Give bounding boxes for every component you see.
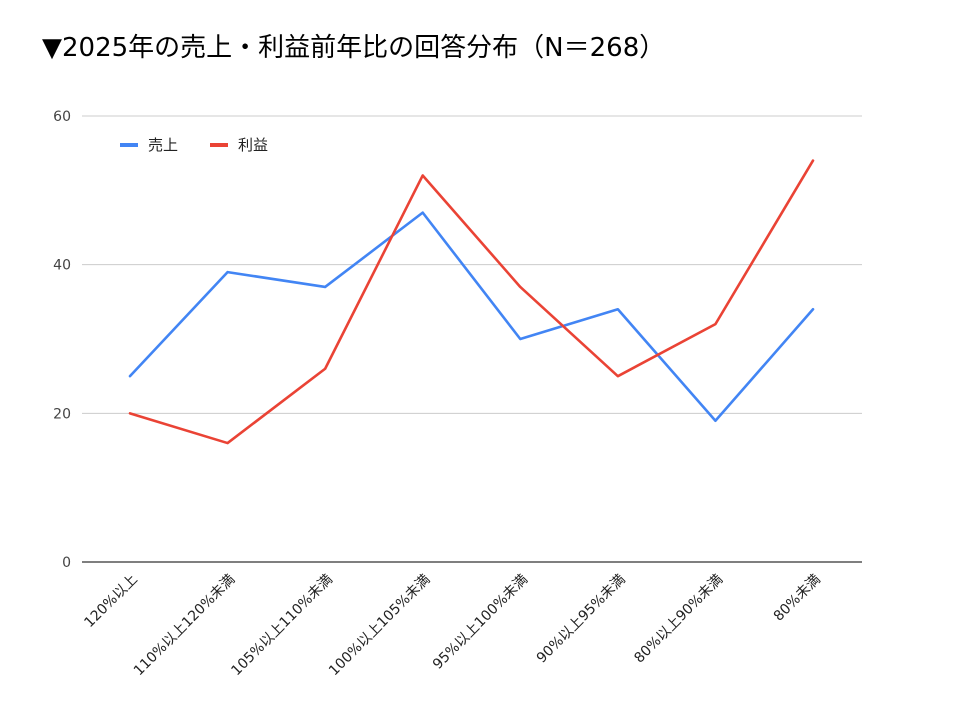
legend: 売上 利益 xyxy=(120,136,268,154)
x-tick-label: 120%以上 xyxy=(81,572,140,631)
legend-label: 売上 xyxy=(148,136,178,154)
gridlines xyxy=(82,115,862,563)
y-tick-label: 0 xyxy=(62,555,71,571)
y-axis-ticks: 0 20 40 60 xyxy=(53,109,71,571)
x-tick-label: 95%以上100%未満 xyxy=(430,572,531,673)
y-tick-label: 20 xyxy=(53,406,71,422)
series-line-1 xyxy=(128,159,815,445)
y-tick-label: 40 xyxy=(53,258,71,274)
legend-label: 利益 xyxy=(238,136,268,154)
x-tick-label: 90%以上95%未満 xyxy=(534,572,629,667)
series-line-0 xyxy=(128,211,815,423)
x-tick-label: 100%以上105%未満 xyxy=(326,572,434,680)
y-tick-label: 60 xyxy=(53,109,71,125)
x-tick-label: 80%未満 xyxy=(771,572,824,625)
series-lines xyxy=(128,159,815,445)
x-axis-ticks: 120%以上110%以上120%未満105%以上110%未満100%以上105%… xyxy=(81,572,823,680)
chart-title: ▼2025年の売上・利益前年比の回答分布（N＝268） xyxy=(42,33,666,63)
x-tick-label: 105%以上110%未満 xyxy=(228,572,336,680)
x-tick-label: 110%以上120%未満 xyxy=(131,572,239,680)
x-tick-label: 80%以上90%未満 xyxy=(631,572,726,667)
